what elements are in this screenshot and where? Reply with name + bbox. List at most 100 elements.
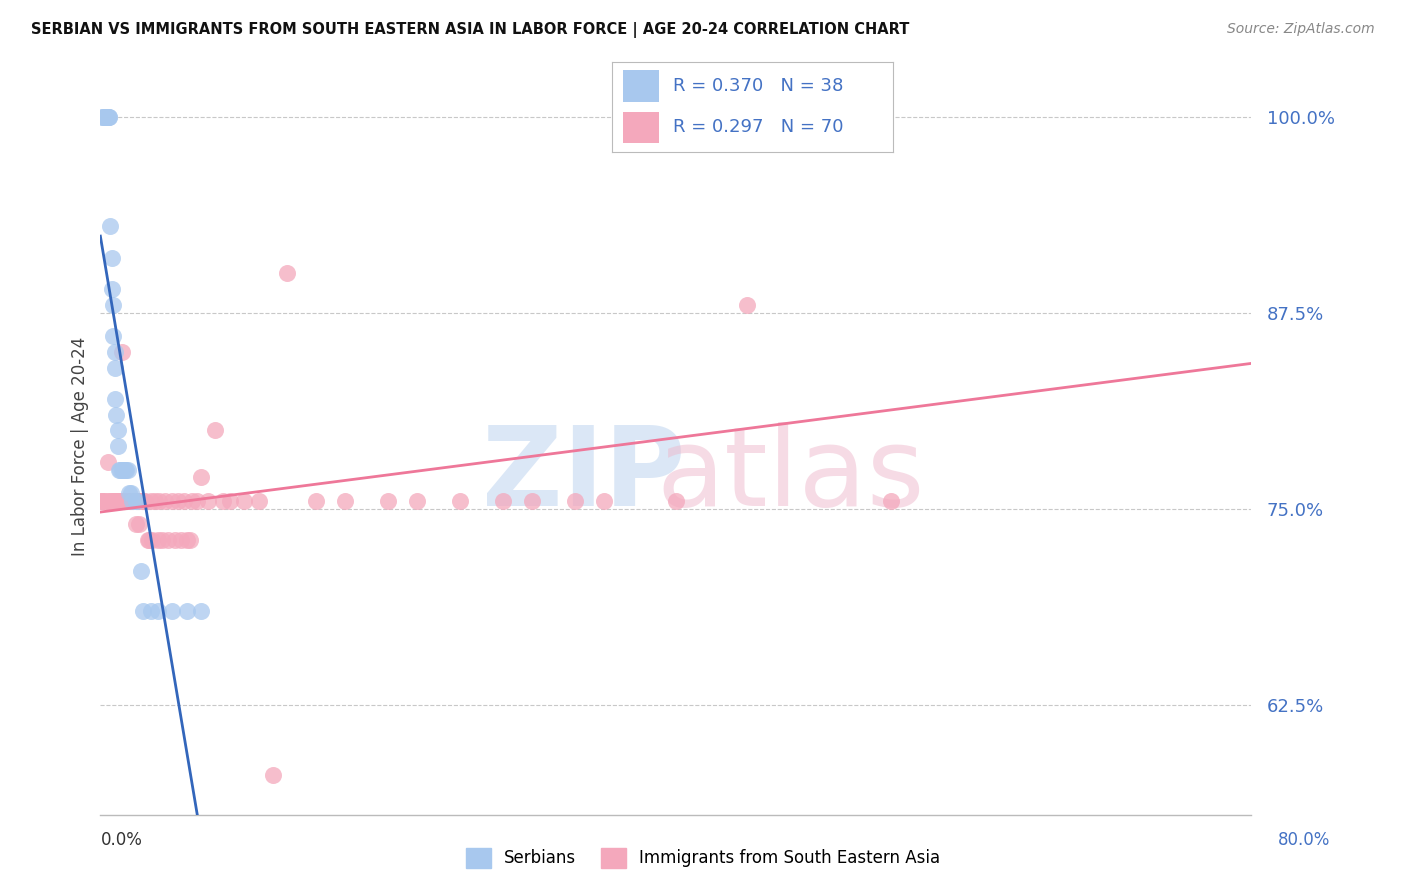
Point bbox=[333, 494, 356, 508]
Point bbox=[233, 494, 256, 508]
Point bbox=[167, 494, 190, 508]
Point bbox=[564, 494, 586, 508]
Point bbox=[93, 110, 115, 124]
Text: ZIP: ZIP bbox=[482, 422, 685, 529]
Point bbox=[129, 494, 152, 508]
Point bbox=[121, 494, 143, 508]
Point bbox=[104, 494, 127, 508]
Point bbox=[197, 494, 219, 508]
Point bbox=[165, 533, 187, 547]
Point bbox=[162, 604, 184, 618]
Point bbox=[101, 282, 124, 296]
Point bbox=[112, 462, 135, 476]
Point bbox=[449, 494, 471, 508]
Point bbox=[127, 494, 149, 508]
Point bbox=[114, 462, 136, 476]
Point bbox=[492, 494, 515, 508]
Point bbox=[173, 494, 195, 508]
Point bbox=[136, 533, 159, 547]
Y-axis label: In Labor Force | Age 20-24: In Labor Force | Age 20-24 bbox=[72, 336, 89, 556]
Point bbox=[96, 110, 118, 124]
Point bbox=[104, 345, 127, 359]
Point bbox=[170, 533, 193, 547]
Point bbox=[190, 470, 212, 484]
Point bbox=[148, 494, 170, 508]
Point bbox=[101, 251, 124, 265]
Point bbox=[120, 494, 142, 508]
Point bbox=[118, 486, 141, 500]
Point bbox=[103, 298, 125, 312]
Point bbox=[139, 494, 162, 508]
Text: atlas: atlas bbox=[657, 422, 925, 529]
Point bbox=[138, 533, 160, 547]
Point bbox=[90, 494, 112, 508]
Point bbox=[621, 110, 644, 124]
Point bbox=[204, 423, 226, 437]
Point bbox=[132, 604, 155, 618]
Point bbox=[150, 533, 173, 547]
Point bbox=[129, 565, 152, 579]
Text: 0.0%: 0.0% bbox=[101, 831, 143, 849]
Point bbox=[128, 517, 150, 532]
Point bbox=[111, 345, 134, 359]
Point bbox=[179, 533, 201, 547]
Point bbox=[218, 494, 240, 508]
Point bbox=[105, 408, 128, 422]
Point bbox=[108, 494, 131, 508]
Point bbox=[104, 360, 127, 375]
Point bbox=[89, 494, 111, 508]
Point bbox=[592, 494, 614, 508]
Point bbox=[146, 604, 169, 618]
Point bbox=[108, 462, 131, 476]
Point bbox=[93, 494, 115, 508]
Point bbox=[110, 462, 132, 476]
Point bbox=[105, 494, 128, 508]
Point bbox=[101, 494, 124, 508]
Point bbox=[117, 462, 139, 476]
Legend: Serbians, Immigrants from South Eastern Asia: Serbians, Immigrants from South Eastern … bbox=[458, 841, 948, 875]
Point bbox=[247, 494, 270, 508]
Point bbox=[122, 494, 145, 508]
Point bbox=[93, 110, 115, 124]
Text: R = 0.370   N = 38: R = 0.370 N = 38 bbox=[673, 77, 844, 95]
Point bbox=[153, 494, 176, 508]
Point bbox=[141, 533, 163, 547]
Point bbox=[262, 768, 284, 782]
Point bbox=[96, 494, 118, 508]
Point bbox=[176, 533, 198, 547]
Point bbox=[115, 462, 138, 476]
Point bbox=[103, 494, 125, 508]
Point bbox=[115, 494, 138, 508]
Point bbox=[96, 110, 118, 124]
Point bbox=[107, 423, 129, 437]
Point bbox=[90, 110, 112, 124]
Point bbox=[98, 110, 121, 124]
Point bbox=[103, 329, 125, 343]
Point bbox=[98, 110, 121, 124]
Point bbox=[111, 462, 134, 476]
Point bbox=[96, 455, 118, 469]
Point bbox=[146, 533, 169, 547]
Bar bbox=[623, 70, 659, 102]
Point bbox=[125, 494, 148, 508]
Point bbox=[121, 494, 143, 508]
Point bbox=[110, 494, 132, 508]
Point bbox=[162, 494, 184, 508]
Point bbox=[107, 439, 129, 453]
Point bbox=[305, 494, 328, 508]
Text: SERBIAN VS IMMIGRANTS FROM SOUTH EASTERN ASIA IN LABOR FORCE | AGE 20-24 CORRELA: SERBIAN VS IMMIGRANTS FROM SOUTH EASTERN… bbox=[31, 22, 910, 38]
Point bbox=[156, 533, 179, 547]
Point bbox=[186, 494, 208, 508]
Point bbox=[276, 267, 298, 281]
Point bbox=[120, 486, 142, 500]
Text: 80.0%: 80.0% bbox=[1278, 831, 1330, 849]
Bar bbox=[623, 112, 659, 143]
Point bbox=[107, 494, 129, 508]
Point bbox=[100, 494, 122, 508]
Point bbox=[377, 494, 399, 508]
Point bbox=[91, 110, 114, 124]
Point bbox=[118, 494, 141, 508]
Text: R = 0.297   N = 70: R = 0.297 N = 70 bbox=[673, 118, 844, 136]
Point bbox=[132, 494, 155, 508]
Point bbox=[211, 494, 233, 508]
